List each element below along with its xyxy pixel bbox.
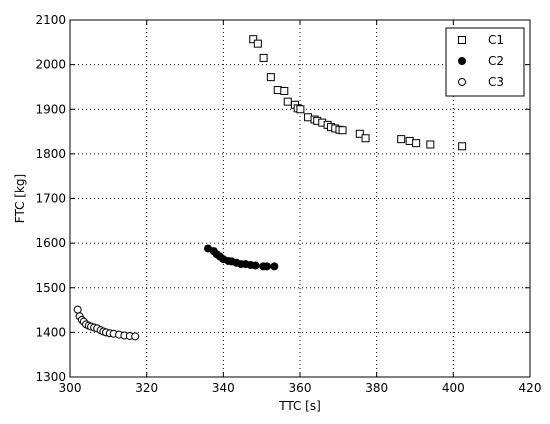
x-tick-label: 380 (365, 381, 388, 395)
data-points (73, 35, 467, 341)
data-point-c1 (412, 139, 421, 148)
data-point-c1 (273, 86, 282, 95)
y-tick-label: 1300 (35, 370, 66, 384)
x-axis-label: TTC [s] (278, 399, 321, 413)
data-point-c3 (131, 332, 140, 341)
data-point-c1 (296, 105, 305, 114)
data-point-c1 (361, 134, 370, 143)
legend-label-c2: C2 (488, 54, 504, 68)
data-point-c1 (458, 142, 467, 151)
legend-marker-c3 (458, 78, 466, 86)
data-point-c2 (251, 261, 260, 270)
x-tick-label: 400 (442, 381, 465, 395)
y-tick-label: 1900 (35, 102, 66, 116)
x-tick-label: 320 (135, 381, 158, 395)
y-axis-label: FTC [kg] (13, 174, 27, 223)
y-tick-label: 1600 (35, 236, 66, 250)
legend-marker-c1 (458, 36, 466, 44)
series-c3 (73, 305, 140, 341)
legend-label-c1: C1 (488, 33, 504, 47)
y-tick-label: 1500 (35, 281, 66, 295)
y-tick-label: 2000 (35, 58, 66, 72)
data-point-c2 (270, 262, 279, 271)
legend-label-c3: C3 (488, 75, 504, 89)
x-tick-label: 360 (289, 381, 312, 395)
data-point-c1 (426, 140, 435, 149)
y-tick-label: 2100 (35, 13, 66, 27)
x-tick-label: 420 (519, 381, 542, 395)
data-point-c1 (249, 35, 258, 44)
data-point-c1 (266, 73, 275, 82)
y-tick-label: 1700 (35, 192, 66, 206)
data-point-c1 (253, 39, 262, 48)
data-point-c2 (263, 262, 272, 271)
data-point-c1 (259, 53, 268, 62)
data-point-c1 (283, 97, 292, 106)
y-tick-label: 1800 (35, 147, 66, 161)
data-point-c1 (355, 129, 364, 138)
x-tick-label: 340 (212, 381, 235, 395)
data-point-c1 (280, 86, 289, 95)
series-c2 (204, 244, 279, 271)
tick-labels: 300 320 340 360 380 400 420 1300 1400 1500 1600 170… (35, 13, 541, 395)
data-point-c1 (338, 126, 347, 135)
legend-box (445, 27, 525, 97)
legend: C1 C2 C3 (445, 27, 525, 97)
legend-marker-c2 (458, 57, 466, 65)
grid-lines (70, 20, 530, 377)
plot-frame (69, 19, 531, 378)
data-point-c1 (405, 136, 414, 145)
data-point-c3 (73, 305, 82, 314)
data-point-c1 (397, 135, 406, 144)
y-tick-label: 1400 (35, 325, 66, 339)
series-c1 (249, 35, 467, 151)
x-tick-label: 300 (59, 381, 82, 395)
data-point-c1 (304, 113, 313, 122)
